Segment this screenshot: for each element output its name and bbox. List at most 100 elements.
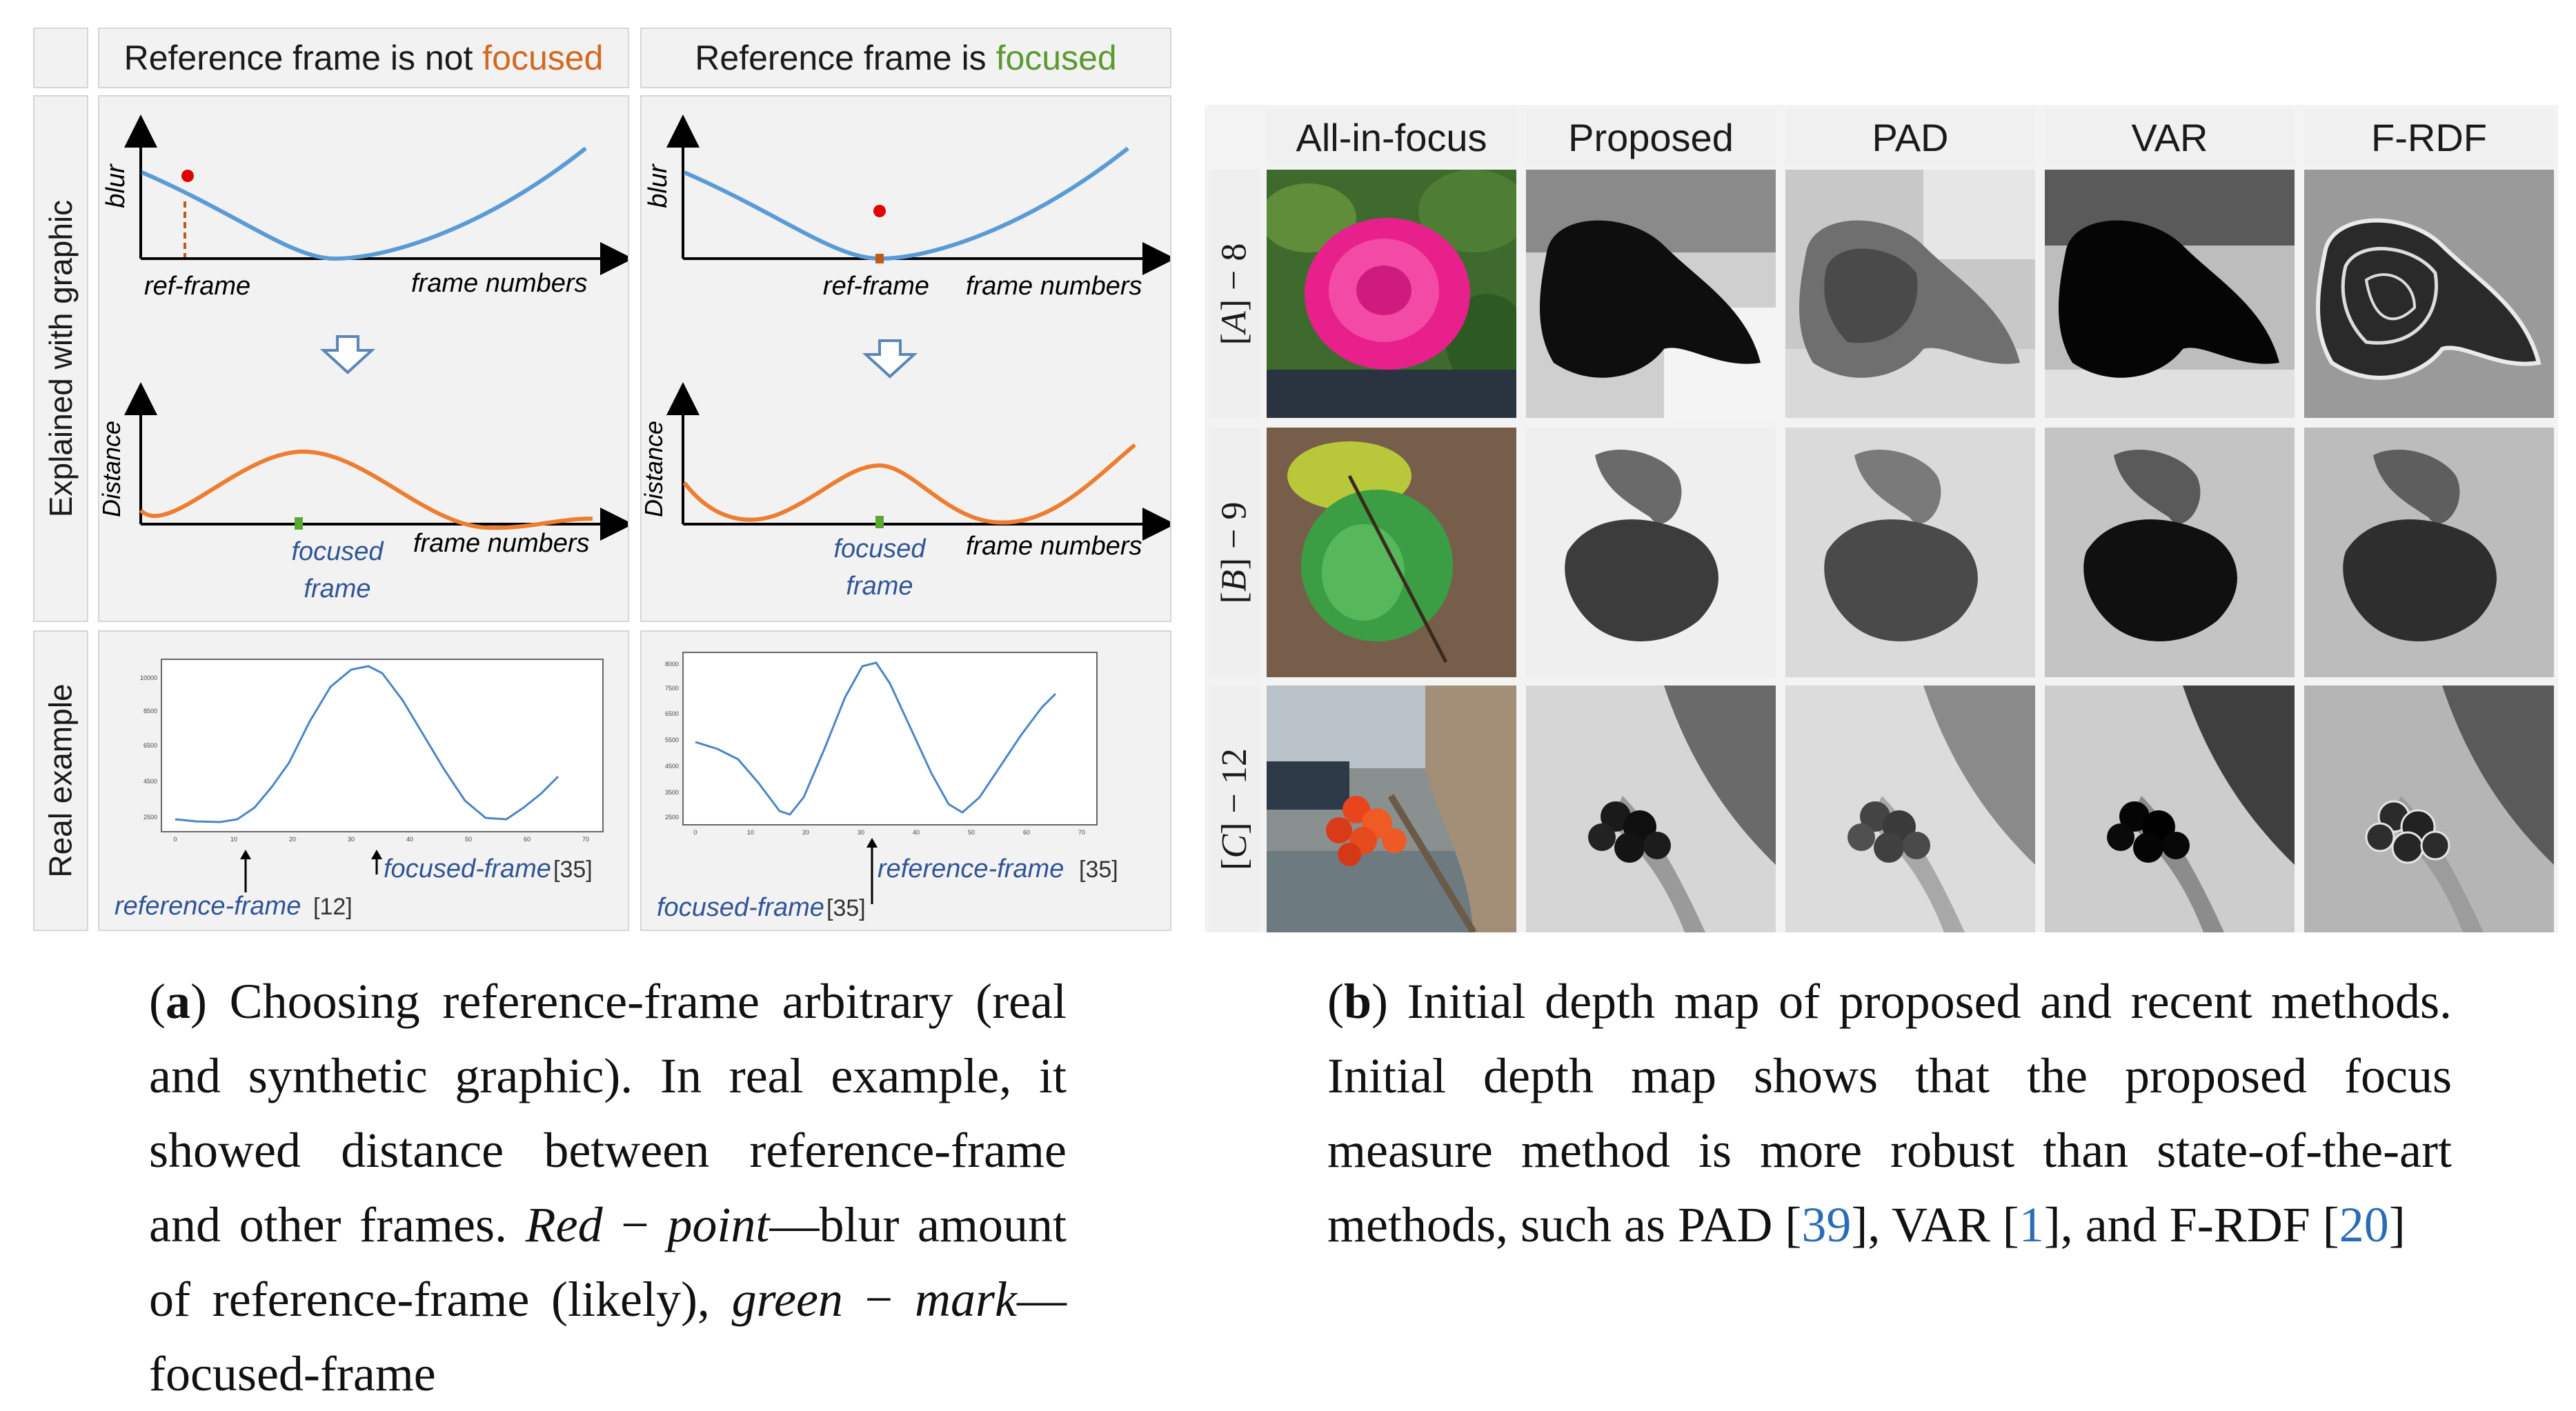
frame-numbers-label: frame numbers — [411, 269, 588, 298]
distance-curve — [682, 443, 1136, 525]
graphic-focused-svg: blur ref-frame frame numbers Distance fo… — [640, 114, 1176, 601]
y-ticks: 8000 7500 6500 5500 4500 3500 2500 — [665, 661, 679, 821]
x-tick: 30 — [858, 829, 864, 836]
ref-frame-marker — [875, 254, 884, 263]
focused-arrow-head — [371, 850, 382, 859]
focused-frame-num: [35] — [553, 857, 593, 883]
panel-a-header-not-focused: Reference frame is not focused — [98, 28, 629, 88]
red-point — [873, 205, 886, 217]
x-tick: 40 — [913, 829, 920, 836]
ref-frame-label: ref-frame — [823, 272, 929, 301]
col-header-var: VAR — [2045, 109, 2295, 166]
caption-a-red: Red — [525, 1197, 603, 1252]
caption-a-green: green — [731, 1272, 843, 1327]
row-label-graphic-text: Explained with graphic — [43, 199, 79, 518]
row-label-a-text: [A] − 8 — [1214, 243, 1254, 345]
y-tick: 4500 — [665, 763, 679, 770]
distance-series — [695, 661, 1057, 816]
image-a-all-in-focus — [1267, 170, 1516, 418]
image-b-f-rdf — [2304, 428, 2554, 677]
y-tick: 5500 — [665, 737, 679, 743]
focused-frame-label-1: focused — [833, 534, 927, 563]
x-tick: 30 — [348, 836, 355, 843]
image-a-f-rdf — [2304, 170, 2554, 418]
caption-a-label: a — [165, 974, 190, 1029]
red-point — [181, 170, 194, 182]
graphic-focused-cell: blur ref-frame frame numbers Distance fo… — [640, 95, 1176, 622]
row-letter: A — [1214, 310, 1254, 333]
x-tick: 60 — [524, 836, 531, 843]
citation-link-20[interactable]: 20 — [2339, 1197, 2389, 1252]
focused-frame-text: focused-frame — [384, 854, 551, 883]
caption-a-text2: —blur amount of reference-frame (likely)… — [149, 1197, 1067, 1327]
blur-curve — [141, 146, 587, 261]
header-emph: focused — [482, 39, 604, 77]
y-tick: 2500 — [665, 814, 679, 821]
x-tick: 50 — [968, 829, 975, 836]
green-mark — [295, 517, 303, 530]
row-label-c-text: [C] − 12 — [1214, 748, 1254, 870]
distance-axis-label: Distance — [99, 421, 126, 517]
y-tick: 6500 — [143, 742, 157, 749]
x-tick: 10 — [230, 836, 237, 843]
reference-frame-num: [12] — [313, 894, 353, 920]
caption-a-point: point — [667, 1197, 770, 1252]
down-arrow-icon — [319, 335, 376, 374]
row-letter: C — [1214, 834, 1254, 859]
header-emph: focused — [995, 39, 1117, 77]
image-c-proposed — [1526, 686, 1776, 932]
header-prefix: Reference frame is — [695, 39, 996, 77]
caption-b-label: b — [1343, 974, 1372, 1029]
caption-b-text4: ] — [2388, 1197, 2406, 1252]
caption-b-text1: Initial depth map of proposed and recent… — [1327, 974, 2452, 1252]
y-tick: 7500 — [665, 685, 679, 692]
x-tick: 10 — [747, 829, 754, 836]
col-header-pad: PAD — [1785, 109, 2035, 166]
blur-curve — [683, 146, 1129, 261]
blur-axis-label: blur — [101, 163, 130, 208]
x-ticks: 0 10 20 30 40 50 60 70 — [693, 829, 1085, 836]
frame-numbers-label: frame numbers — [413, 529, 590, 558]
reference-frame-text: reference-frame — [878, 854, 1064, 883]
x-tick: 0 — [693, 829, 697, 836]
real-example-left-svg: 10000 8500 6500 4500 2500 0 10 20 30 40 … — [115, 659, 604, 921]
x-tick: 0 — [173, 836, 177, 843]
caption-a: (a) Choosing reference-frame arbitrary (… — [149, 974, 1067, 1401]
x-tick: 50 — [465, 836, 472, 843]
image-b-pad — [1785, 428, 2035, 677]
focused-frame-text: focused-frame — [657, 893, 824, 922]
focused-frame-label-1: focused — [291, 537, 384, 566]
focused-frame-label-2: frame — [304, 574, 370, 603]
image-c-f-rdf — [2304, 686, 2554, 932]
citation-link-1[interactable]: 1 — [2019, 1197, 2044, 1252]
plot-area — [161, 659, 604, 832]
caption-a-dash1: − — [602, 1197, 668, 1252]
col-header-all-in-focus: All-in-focus — [1267, 109, 1516, 166]
reference-frame-text: reference-frame — [115, 892, 301, 921]
row-letter: B — [1214, 569, 1254, 592]
green-mark — [875, 516, 884, 528]
image-a-var — [2045, 170, 2295, 418]
caption-a-text1: Choosing reference-frame arbitrary (real… — [149, 974, 1067, 1252]
distance-axis-label: Distance — [642, 421, 668, 517]
row-label-real: Real example — [33, 630, 88, 931]
citation-link-39[interactable]: 39 — [1801, 1197, 1852, 1252]
image-b-proposed — [1526, 428, 1776, 677]
caption-b: (b) Initial depth map of proposed and re… — [1327, 974, 2452, 1252]
col-header-proposed: Proposed — [1526, 109, 1776, 166]
caption-b-text3: ], and F-RDF [ — [2043, 1197, 2339, 1252]
graphic-not-focused-cell: blur ref-frame frame numbers Distance fo… — [97, 95, 633, 622]
y-tick: 8000 — [665, 661, 679, 668]
row-num: 12 — [1214, 748, 1254, 784]
row-num: 9 — [1214, 501, 1254, 520]
image-a-pad — [1785, 170, 2035, 418]
focused-frame-label-2: frame — [846, 572, 913, 601]
down-arrow-icon — [862, 339, 918, 379]
caption-a-text3: —focused-frame — [149, 1272, 1067, 1401]
image-b-var — [2045, 428, 2295, 677]
frame-numbers-label: frame numbers — [966, 272, 1142, 301]
y-tick: 10000 — [140, 674, 157, 681]
y-tick: 3500 — [665, 789, 679, 796]
focused-frame-num: [35] — [826, 895, 866, 921]
row-num: 8 — [1214, 243, 1254, 261]
